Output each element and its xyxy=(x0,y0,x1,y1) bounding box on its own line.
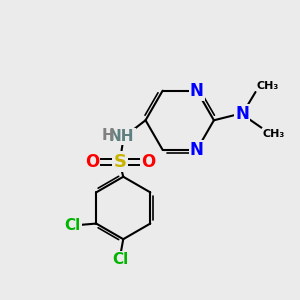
Text: N: N xyxy=(190,82,204,100)
Text: O: O xyxy=(141,153,156,171)
Text: H: H xyxy=(101,128,114,142)
Text: CH₃: CH₃ xyxy=(257,81,279,91)
Text: S: S xyxy=(114,153,127,171)
Text: Cl: Cl xyxy=(64,218,81,232)
Text: N: N xyxy=(190,141,204,159)
Text: CH₃: CH₃ xyxy=(263,129,285,139)
Text: NH: NH xyxy=(109,129,134,144)
Text: Cl: Cl xyxy=(112,253,128,268)
Text: O: O xyxy=(85,153,99,171)
Text: N: N xyxy=(235,105,249,123)
